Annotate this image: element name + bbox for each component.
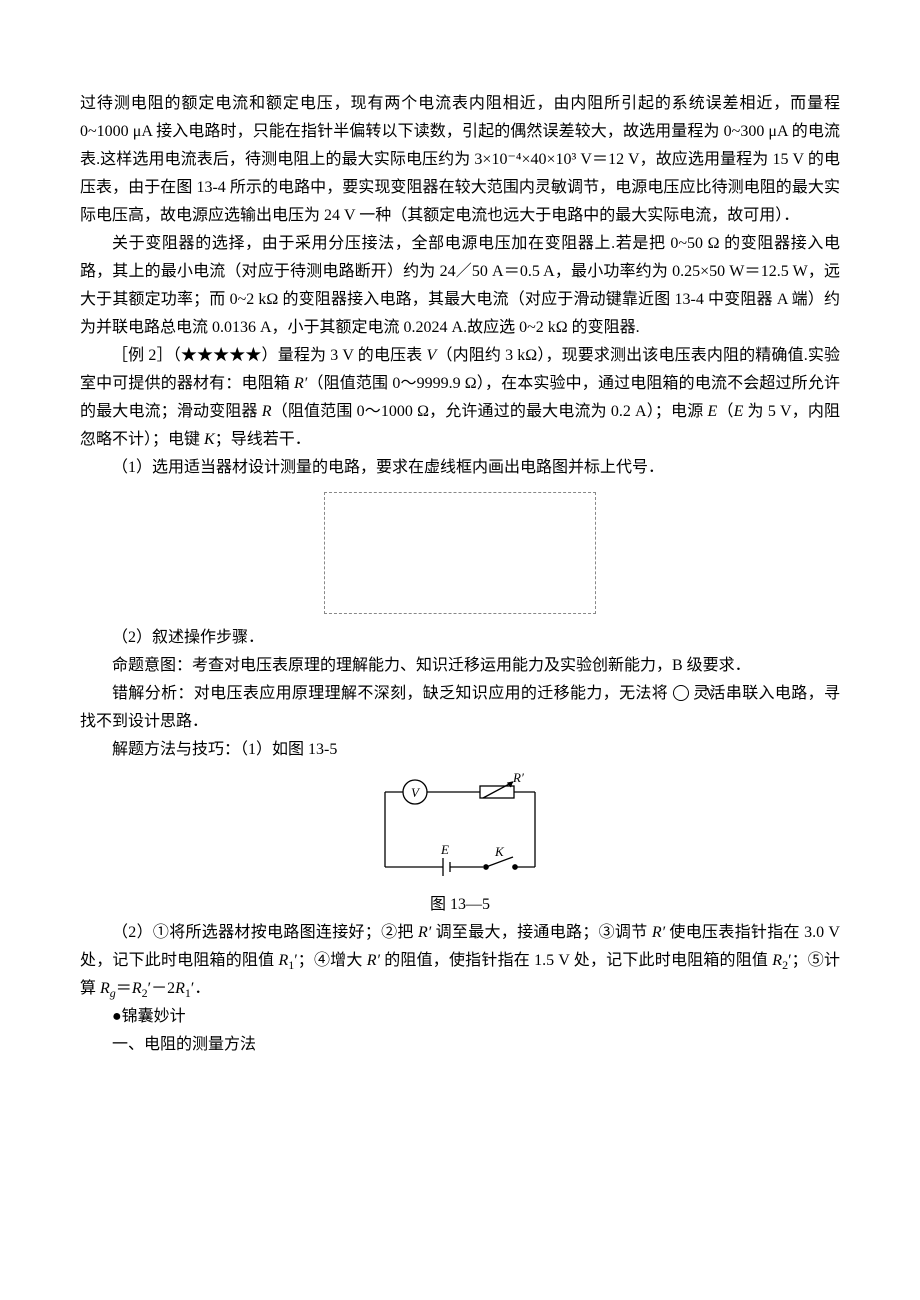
a2-eq: ＝ <box>116 980 132 997</box>
figure-caption: 图 13—5 <box>80 891 840 919</box>
paragraph-2: 关于变阻器的选择，由于采用分压接法，全部电源电压加在变阻器上.若是把 0~50 … <box>80 230 840 342</box>
a2-minus: －2 <box>151 980 175 997</box>
a2-f-sub: 1 <box>288 958 294 972</box>
a2-h: R′ <box>367 952 380 969</box>
voltmeter-icon: V <box>673 685 689 701</box>
a2-R1: R <box>175 980 185 997</box>
svg-label-R: R′ <box>512 772 524 785</box>
a2-b: R′ <box>418 924 431 941</box>
symbol-V: V <box>427 347 437 364</box>
a2-i: 的阻值，使指针指在 1.5 V 处，记下此时电阻箱的阻值 <box>380 952 772 969</box>
svg-label-K: K <box>494 844 505 859</box>
a2-a: （2）①将所选器材按电路图连接好；②把 <box>112 924 418 941</box>
a2-Rg: R <box>100 980 110 997</box>
ex2-heading: ［例 2］（★★★★★）量程为 3 V 的电压表 <box>112 347 427 364</box>
method: 解题方法与技巧：（1）如图 13-5 <box>80 736 840 764</box>
circuit-diagram-svg: V R′ E K <box>355 772 565 887</box>
svg-label-E: E <box>440 842 449 857</box>
figure-13-5: V R′ E K <box>80 772 840 887</box>
question-1: （1）选用适当器材设计测量的电路，要求在虚线框内画出电路图并标上代号． <box>80 454 840 482</box>
ex2-t6: ；导线若干． <box>215 431 311 448</box>
wrong-analysis: 错解分析：对电压表应用原理理解不深刻，缺乏知识应用的迁移能力，无法将 V 灵活串… <box>80 680 840 736</box>
ex2-t4: （ <box>717 403 733 420</box>
section-1: 一、电阻的测量方法 <box>80 1031 840 1059</box>
a2-f: R <box>279 952 289 969</box>
question-2: （2）叙述操作步骤． <box>80 624 840 652</box>
a2-c: 调至最大，接通电路；③调节 <box>431 924 652 941</box>
tips-heading: ●锦囊妙计 <box>80 1003 840 1031</box>
paragraph-1: 过待测电阻的额定电流和额定电压，现有两个电流表内阻相近，由内阻所引起的系统误差相… <box>80 90 840 230</box>
symbol-E2: E <box>734 403 744 420</box>
answer-2: （2）①将所选器材按电路图连接好；②把 R′ 调至最大，接通电路；③调节 R′ … <box>80 919 840 1003</box>
a2-R2-sub: 2 <box>142 986 148 1000</box>
a2-j-sub: 2 <box>782 958 788 972</box>
wrong-pre: 错解分析：对电压表应用原理理解不深刻，缺乏知识应用的迁移能力，无法将 <box>112 685 673 702</box>
symbol-E: E <box>708 403 718 420</box>
symbol-R-prime: R′ <box>294 375 307 392</box>
svg-label-V: V <box>411 785 421 800</box>
a2-R2: R <box>132 980 142 997</box>
circuit-placeholder-box <box>324 492 596 614</box>
intent: 命题意图：考查对电压表原理的理解能力、知识迁移运用能力及实验创新能力，B 级要求… <box>80 652 840 680</box>
a2-d: R′ <box>652 924 665 941</box>
ex2-t3: （阻值范围 0～1000 Ω，允许通过的最大电流为 0.2 A）；电源 <box>272 403 708 420</box>
a2-g: ；④增大 <box>298 952 367 969</box>
example-2: ［例 2］（★★★★★）量程为 3 V 的电压表 V（内阻约 3 kΩ），现要求… <box>80 342 840 454</box>
a2-j: R <box>772 952 782 969</box>
symbol-R: R <box>262 403 272 420</box>
a2-end: ． <box>194 980 210 997</box>
a2-R1-sub: 1 <box>185 986 191 1000</box>
symbol-K: K <box>204 431 215 448</box>
